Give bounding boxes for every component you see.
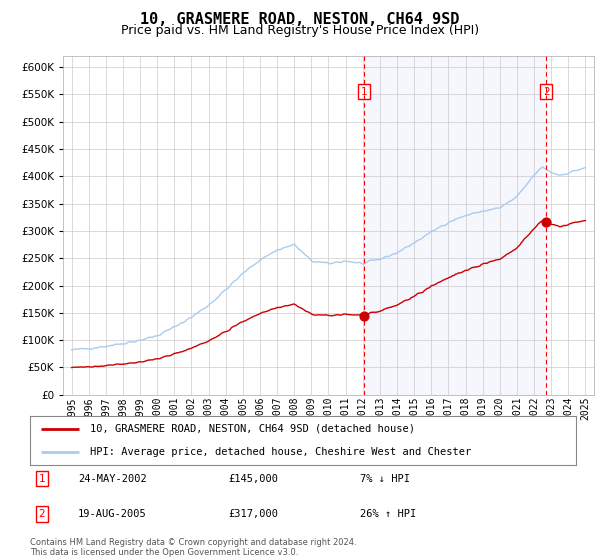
Text: 10, GRASMERE ROAD, NESTON, CH64 9SD: 10, GRASMERE ROAD, NESTON, CH64 9SD xyxy=(140,12,460,27)
Text: 26% ↑ HPI: 26% ↑ HPI xyxy=(360,509,416,519)
Text: 2: 2 xyxy=(543,87,550,96)
Text: Price paid vs. HM Land Registry's House Price Index (HPI): Price paid vs. HM Land Registry's House … xyxy=(121,24,479,37)
Text: £317,000: £317,000 xyxy=(228,509,278,519)
Text: HPI: Average price, detached house, Cheshire West and Chester: HPI: Average price, detached house, Ches… xyxy=(90,447,472,458)
Text: £145,000: £145,000 xyxy=(228,474,278,484)
Bar xyxy=(364,56,547,395)
Point xyxy=(542,217,551,226)
Text: Contains HM Land Registry data © Crown copyright and database right 2024.
This d: Contains HM Land Registry data © Crown c… xyxy=(30,538,356,557)
Text: 7% ↓ HPI: 7% ↓ HPI xyxy=(360,474,410,484)
Text: 10, GRASMERE ROAD, NESTON, CH64 9SD (detached house): 10, GRASMERE ROAD, NESTON, CH64 9SD (det… xyxy=(90,424,415,434)
Text: 2: 2 xyxy=(38,509,46,519)
Point xyxy=(359,311,368,320)
Text: 1: 1 xyxy=(361,87,367,96)
Text: 24-MAY-2002: 24-MAY-2002 xyxy=(78,474,147,484)
Text: 19-AUG-2005: 19-AUG-2005 xyxy=(78,509,147,519)
Text: 1: 1 xyxy=(38,474,46,484)
